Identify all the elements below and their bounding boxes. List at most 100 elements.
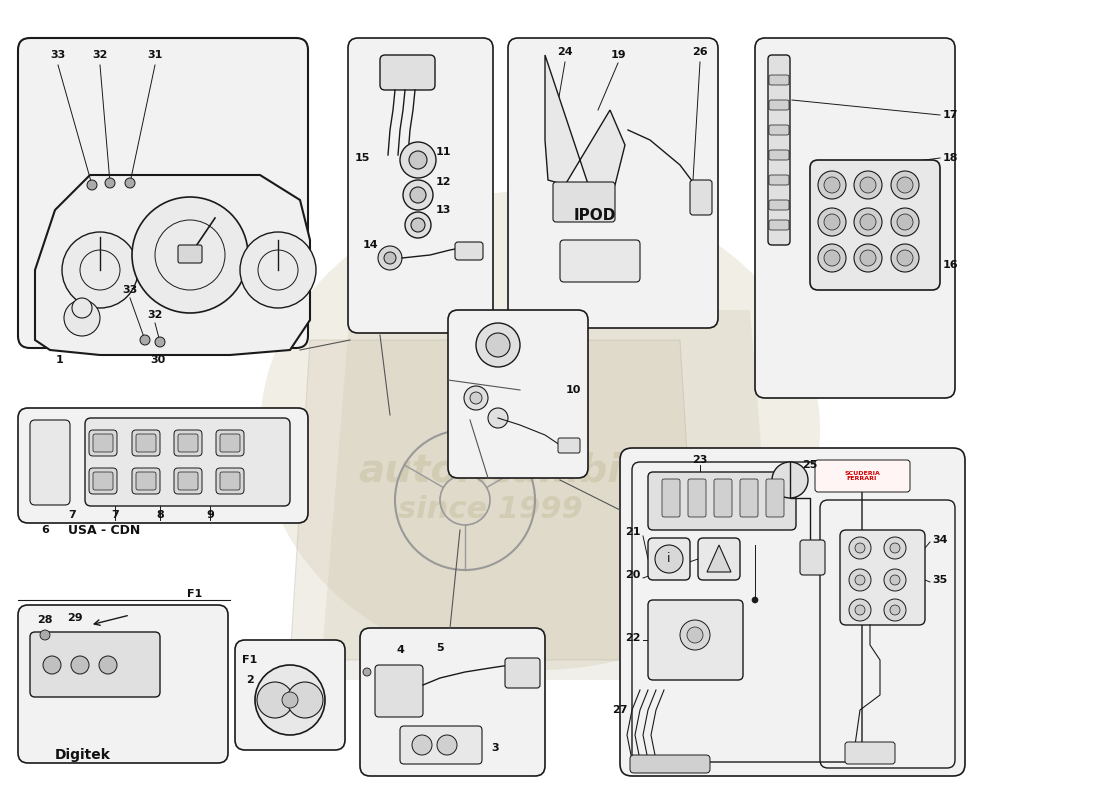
FancyBboxPatch shape: [174, 468, 202, 494]
FancyBboxPatch shape: [740, 479, 758, 517]
FancyBboxPatch shape: [840, 530, 925, 625]
Circle shape: [824, 214, 840, 230]
Circle shape: [99, 656, 117, 674]
Circle shape: [855, 605, 865, 615]
FancyBboxPatch shape: [845, 742, 895, 764]
Ellipse shape: [260, 190, 820, 670]
Text: 27: 27: [613, 705, 628, 715]
Text: USA - CDN: USA - CDN: [68, 523, 141, 537]
FancyBboxPatch shape: [85, 418, 290, 506]
Text: 14: 14: [362, 240, 377, 250]
Text: 4: 4: [396, 645, 404, 655]
FancyBboxPatch shape: [136, 434, 156, 452]
FancyBboxPatch shape: [94, 472, 113, 490]
Circle shape: [411, 218, 425, 232]
FancyBboxPatch shape: [714, 479, 732, 517]
Text: 15: 15: [354, 153, 370, 163]
Circle shape: [891, 171, 918, 199]
Polygon shape: [544, 55, 625, 190]
FancyBboxPatch shape: [455, 242, 483, 260]
Circle shape: [884, 569, 906, 591]
Circle shape: [488, 408, 508, 428]
Text: SCUDERIA
FERRARI: SCUDERIA FERRARI: [844, 470, 880, 482]
Circle shape: [464, 386, 488, 410]
Text: F1: F1: [242, 655, 257, 665]
Circle shape: [155, 337, 165, 347]
FancyBboxPatch shape: [348, 38, 493, 333]
Circle shape: [890, 543, 900, 553]
FancyBboxPatch shape: [766, 479, 784, 517]
Circle shape: [405, 212, 431, 238]
Circle shape: [860, 250, 876, 266]
FancyBboxPatch shape: [620, 448, 965, 776]
Circle shape: [125, 178, 135, 188]
FancyBboxPatch shape: [558, 438, 580, 453]
Circle shape: [855, 543, 865, 553]
FancyBboxPatch shape: [132, 430, 160, 456]
Text: 11: 11: [436, 147, 451, 157]
Circle shape: [240, 232, 316, 308]
Polygon shape: [290, 340, 700, 660]
Text: 7: 7: [111, 510, 119, 520]
Text: 9: 9: [206, 510, 213, 520]
Circle shape: [654, 545, 683, 573]
FancyBboxPatch shape: [630, 755, 710, 773]
Polygon shape: [320, 310, 780, 680]
Circle shape: [409, 151, 427, 169]
FancyBboxPatch shape: [508, 38, 718, 328]
Circle shape: [896, 250, 913, 266]
Text: since 1999: since 1999: [397, 495, 582, 525]
Text: 21: 21: [625, 527, 640, 537]
Text: 30: 30: [151, 355, 166, 365]
FancyBboxPatch shape: [810, 160, 940, 290]
FancyBboxPatch shape: [30, 632, 159, 697]
Text: 20: 20: [625, 570, 640, 580]
Text: 2: 2: [246, 675, 254, 685]
Circle shape: [437, 735, 456, 755]
FancyBboxPatch shape: [769, 150, 789, 160]
Text: 31: 31: [147, 50, 163, 60]
Circle shape: [855, 575, 865, 585]
Circle shape: [403, 180, 433, 210]
FancyBboxPatch shape: [560, 240, 640, 282]
Text: 6: 6: [41, 525, 48, 535]
Circle shape: [64, 300, 100, 336]
FancyBboxPatch shape: [690, 180, 712, 215]
Circle shape: [896, 177, 913, 193]
FancyBboxPatch shape: [769, 75, 789, 85]
Circle shape: [849, 569, 871, 591]
Circle shape: [132, 197, 248, 313]
Text: 34: 34: [933, 535, 948, 545]
Circle shape: [818, 244, 846, 272]
FancyBboxPatch shape: [375, 665, 424, 717]
FancyBboxPatch shape: [30, 420, 70, 505]
Text: 18: 18: [943, 153, 958, 163]
Circle shape: [854, 244, 882, 272]
Circle shape: [257, 682, 293, 718]
Circle shape: [884, 599, 906, 621]
Text: 35: 35: [933, 575, 947, 585]
Circle shape: [849, 599, 871, 621]
FancyBboxPatch shape: [379, 55, 434, 90]
FancyBboxPatch shape: [698, 538, 740, 580]
FancyBboxPatch shape: [220, 434, 240, 452]
FancyBboxPatch shape: [769, 220, 789, 230]
Circle shape: [363, 668, 371, 676]
FancyBboxPatch shape: [94, 434, 113, 452]
Text: autoricambi: autoricambi: [359, 451, 622, 489]
Circle shape: [410, 187, 426, 203]
Text: 8: 8: [156, 510, 164, 520]
FancyBboxPatch shape: [815, 460, 910, 492]
Circle shape: [884, 537, 906, 559]
Circle shape: [860, 214, 876, 230]
Circle shape: [849, 537, 871, 559]
FancyBboxPatch shape: [800, 540, 825, 575]
Text: 19: 19: [610, 50, 626, 60]
Circle shape: [140, 335, 150, 345]
Text: 3: 3: [492, 743, 498, 753]
FancyBboxPatch shape: [220, 472, 240, 490]
FancyBboxPatch shape: [216, 468, 244, 494]
FancyBboxPatch shape: [662, 479, 680, 517]
Circle shape: [891, 244, 918, 272]
Text: 32: 32: [147, 310, 163, 320]
